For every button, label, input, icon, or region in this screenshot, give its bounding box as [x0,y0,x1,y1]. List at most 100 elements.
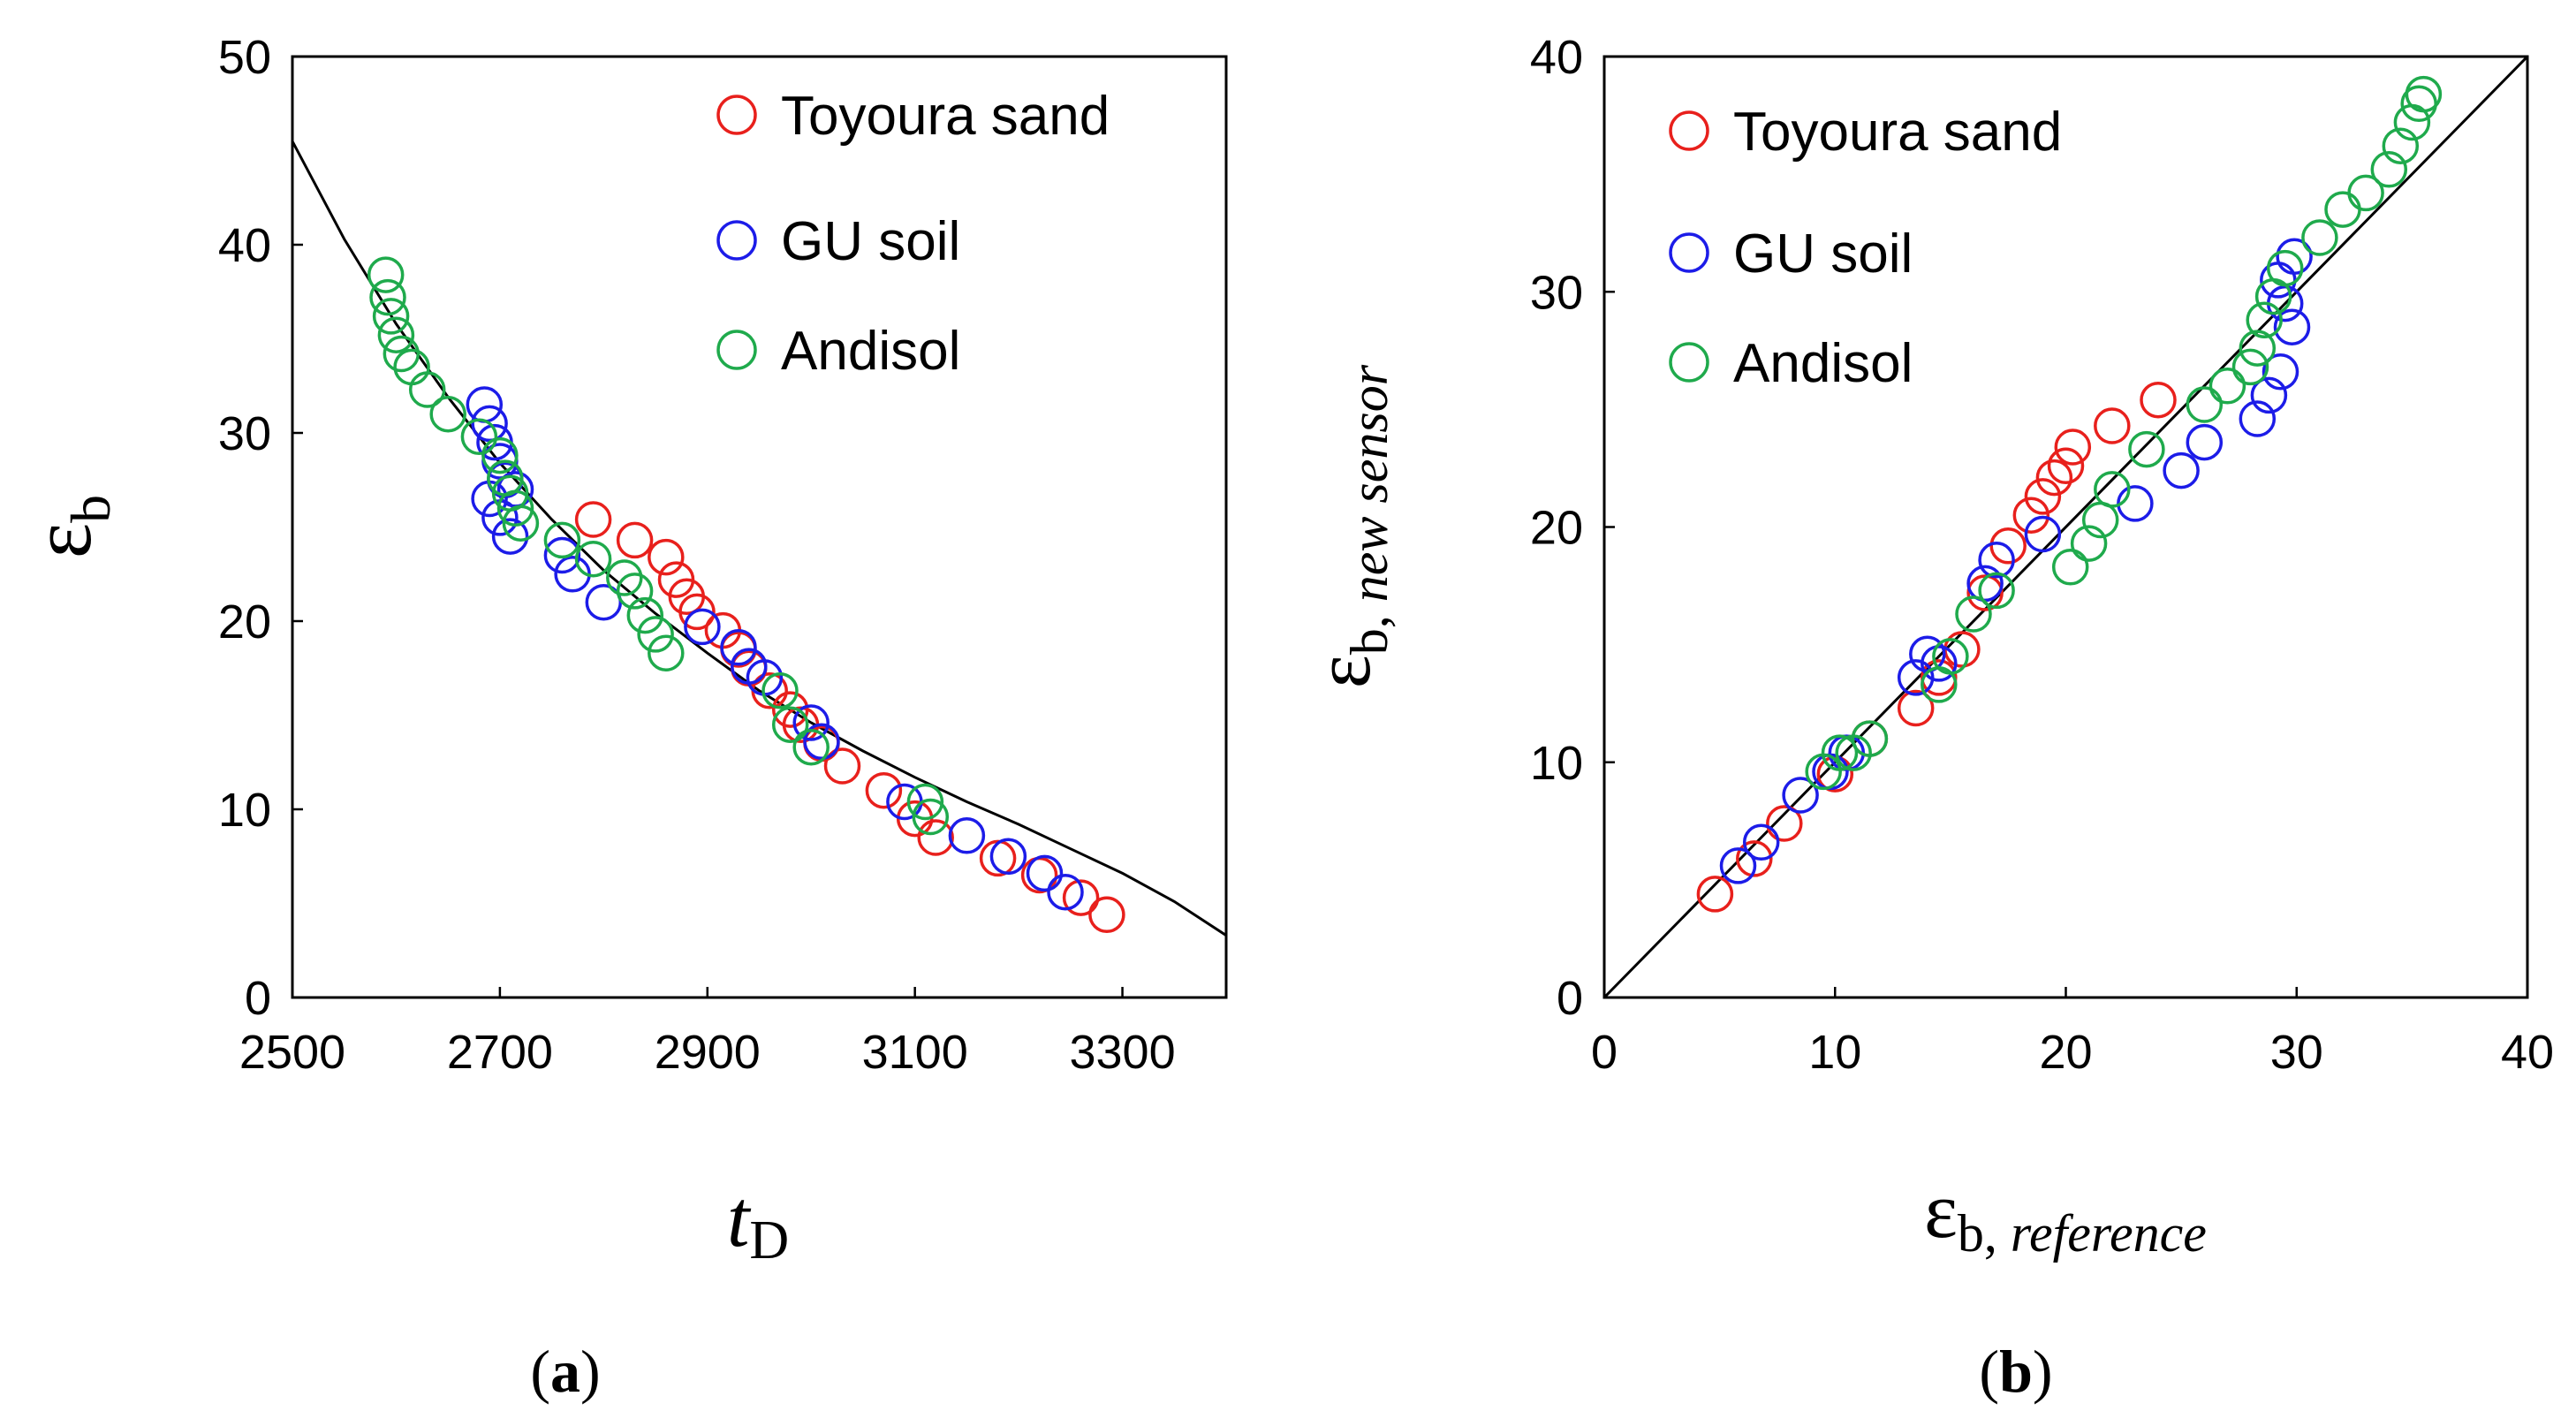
panel-b-xtick-label: 0 [1591,1026,1618,1079]
panel-b-ylabel-symbol: ε [1299,655,1387,688]
legend-b-label-andisol: Andisol [1733,333,1913,394]
panel-a-scatter-plot: 2500 2700 2900 3100 3300 0 10 20 30 40 50 εb tD (… [14,31,1228,1405]
svg-text:εb, new sensor: εb, new sensor [1299,364,1398,688]
panel-b-label-letter: b [1999,1338,2033,1405]
data-point-andisol [2239,330,2277,367]
data-point-toyoura-sand [2094,407,2131,444]
data-point-andisol [2094,471,2131,508]
data-point-toyoura-sand [1816,755,1854,793]
data-point-andisol [906,783,944,821]
data-point-toyoura-sand [648,538,685,576]
data-point-toyoura-sand [1062,879,1100,916]
data-point-toyoura-sand [2035,459,2073,497]
data-point-andisol [761,672,799,709]
legend-entry-andisol: Andisol [716,321,960,382]
data-point-gu-soil [1921,645,1958,682]
panel-a-ytick-label: 10 [218,784,271,837]
panel-a-xtick-label: 2700 [447,1026,553,1079]
data-point-gu-soil [1742,823,1780,861]
data-point-andisol [912,798,950,836]
panel-a-label-letter: a [550,1338,580,1405]
data-point-andisol [616,573,654,610]
data-point-toyoura-sand [1989,527,2027,565]
panel-b-ytick-label: 10 [1530,737,1583,790]
panel-a-ytick-label: 0 [245,972,271,1025]
panel-a-xtick-label: 2900 [655,1026,761,1079]
panel-b-ytick-label: 20 [1530,502,1583,555]
legend-b-label-toyoura-sand: Toyoura sand [1733,102,2062,163]
data-point-gu-soil [792,704,830,741]
data-point-gu-soil [2262,353,2299,391]
panel-b-ytick-label: 0 [1557,972,1583,1025]
data-point-gu-soil [543,536,581,574]
data-point-toyoura-sand [2012,497,2050,534]
data-point-toyoura-sand [865,771,903,809]
data-point-toyoura-sand [2054,429,2092,466]
data-point-andisol [372,298,410,335]
data-point-andisol [2209,368,2246,405]
legend-b-entry-gu-soil: GU soil [1669,224,1913,284]
data-point-andisol [626,596,664,634]
data-point-andisol [502,504,540,542]
data-point-andisol [2266,249,2304,287]
panel-a-label: (a) [530,1338,600,1405]
data-point-andisol [637,616,674,653]
data-point-andisol [771,706,809,743]
data-point-andisol [369,278,406,316]
data-point-andisol [2324,191,2361,228]
data-point-gu-soil [2276,238,2313,276]
legend-b-label-gu-soil: GU soil [1733,224,1913,284]
data-point-andisol [574,540,612,578]
data-point-andisol [648,634,685,671]
data-point-andisol [606,559,643,596]
data-point-gu-soil [2250,376,2288,414]
panel-b-ylabel-sub-italic: new sensor [1340,364,1398,602]
panel-b-ytick-label: 40 [1530,31,1583,84]
data-point-andisol [792,728,830,766]
data-point-gu-soil [948,817,986,854]
data-point-andisol [2382,127,2420,164]
panel-b-ylabel-sub: b, [1340,602,1398,655]
data-point-andisol [543,521,581,559]
legend-marker-gu-soil [716,220,757,261]
data-point-andisol [2186,386,2224,423]
panel-b-label: (b) [1979,1338,2052,1405]
data-point-gu-soil [1782,777,1819,814]
data-point-toyoura-sand [823,747,861,785]
panel-b-xtick-label: 10 [1808,1026,1861,1079]
data-point-gu-soil [1047,873,1084,911]
panel-a-xlabel: tD [727,1173,789,1271]
data-point-andisol [1851,720,1889,757]
data-point-andisol [496,489,534,527]
panel-a-ylabel: εb [14,495,122,558]
legend-b-entry-andisol: Andisol [1669,333,1913,394]
panel-a-series-andisol [367,256,950,836]
panel-a-ytick-label: 30 [218,407,271,460]
data-point-toyoura-sand [917,819,954,856]
legend-marker-andisol [716,330,757,370]
legend-label-toyoura-sand: Toyoura sand [781,86,1110,147]
panel-a-ylabel-sub: b [59,495,122,523]
svg-text:εb: εb [14,495,122,558]
data-point-gu-soil [684,608,721,646]
legend-label-gu-soil: GU soil [781,211,960,272]
data-point-toyoura-sand [616,521,654,559]
panel-b-xtick-label: 30 [2270,1026,2323,1079]
data-point-toyoura-sand [574,501,612,538]
panel-a-ytick-label: 20 [218,595,271,649]
data-point-toyoura-sand [1966,574,2004,611]
legend-b-entry-toyoura-sand: Toyoura sand [1669,102,2062,163]
panel-a-xlabel-symbol: t [727,1173,752,1263]
data-point-toyoura-sand [1696,876,1734,913]
legend-b-marker-gu-soil [1669,232,1709,273]
data-point-andisol [408,371,446,408]
data-point-gu-soil [2273,308,2311,345]
data-point-toyoura-sand [2047,447,2085,485]
data-point-andisol [1821,734,1859,771]
data-point-andisol [2370,151,2408,188]
panel-b-series-andisol [1805,75,2443,791]
data-point-andisol [2405,75,2443,113]
legend-b-marker-andisol [1669,342,1709,383]
panel-b-ylabel: εb, new sensor [1299,364,1398,688]
